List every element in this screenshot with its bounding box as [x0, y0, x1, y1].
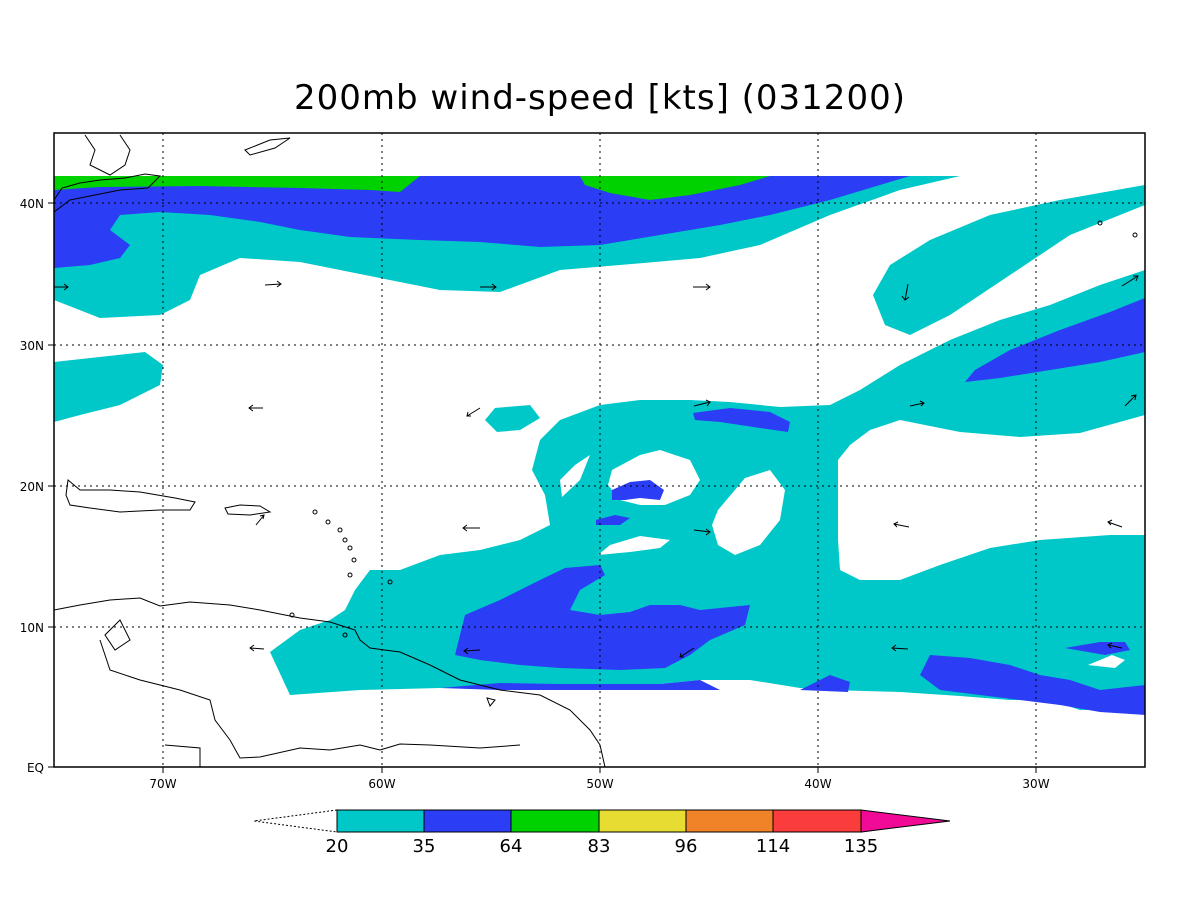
lat-label: EQ: [27, 761, 44, 775]
islands: [289, 220, 1138, 638]
legend-tick: 35: [413, 836, 436, 857]
color-legend: 20 35 64 83 96 114 135: [253, 809, 951, 857]
legend-tick: 83: [588, 836, 611, 857]
legend-below-min-triangle: [253, 809, 338, 833]
legend-tick: 135: [844, 836, 878, 857]
map-area: 40N 30N 20N 10N EQ 70W 60W 50W 40W 30W: [20, 132, 1146, 791]
lon-label: 30W: [1022, 777, 1049, 791]
legend-above-max-triangle: [860, 809, 951, 833]
lat-labels: 40N 30N 20N 10N EQ: [20, 197, 44, 775]
legend-swatch-114-135: [772, 809, 862, 833]
lon-labels: 70W 60W 50W 40W 30W: [149, 777, 1049, 791]
map-title: 200mb wind-speed [kts] (031200): [294, 78, 906, 118]
legend-ticks: 20 35 64 83 96 114 135: [326, 836, 879, 857]
legend-swatch-96-114: [685, 809, 774, 833]
lat-label: 40N: [20, 197, 44, 211]
coastlines: [54, 134, 606, 767]
shading-below-20: [560, 450, 1125, 668]
lon-label: 40W: [804, 777, 831, 791]
legend-tick: 64: [500, 836, 523, 857]
lon-label: 70W: [149, 777, 176, 791]
wind-arrows: [54, 275, 1139, 658]
legend-tick: 114: [756, 836, 790, 857]
lat-label: 20N: [20, 480, 44, 494]
legend-swatch-64-83: [510, 809, 600, 833]
shading-64-83: [54, 176, 770, 200]
legend-swatch-35-64: [423, 809, 512, 833]
legend-tick: 20: [326, 836, 349, 857]
lat-label: 10N: [20, 621, 44, 635]
grid-lines: [54, 133, 1145, 767]
legend-swatch-20-35: [336, 809, 425, 833]
shading-35-64: [54, 176, 1145, 715]
axis-ticks: [48, 202, 1037, 773]
legend-swatch-83-96: [598, 809, 687, 833]
lon-label: 60W: [368, 777, 395, 791]
lon-label: 50W: [586, 777, 613, 791]
lat-label: 30N: [20, 339, 44, 353]
legend-tick: 96: [675, 836, 698, 857]
